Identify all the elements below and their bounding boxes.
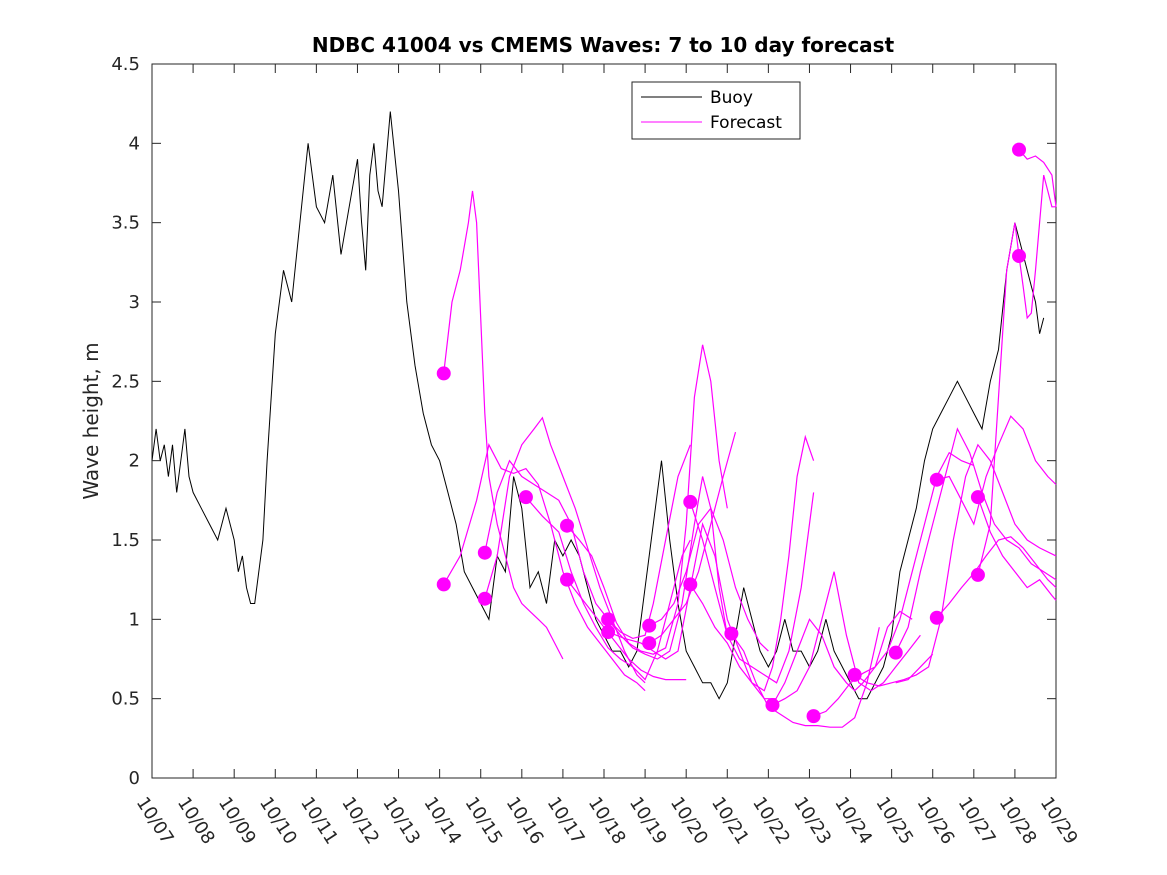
forecast-series-line-25 <box>1018 149 1057 207</box>
forecast-start-marker <box>436 366 451 381</box>
forecast-series-line-16 <box>772 571 921 706</box>
forecast-start-marker <box>683 494 698 509</box>
y-tick-label: 1 <box>129 609 140 630</box>
forecast-series-line-19 <box>895 427 1057 653</box>
y-tick-label: 2 <box>129 451 140 472</box>
y-tick-label: 1.5 <box>111 530 140 551</box>
forecast-series-line-10 <box>648 507 769 652</box>
forecast-start-marker <box>560 572 575 587</box>
forecast-series-line-7 <box>566 579 687 681</box>
forecast-series-line-17 <box>813 451 975 717</box>
forecast-series-line-12 <box>689 492 815 684</box>
forecast-series-line-13 <box>689 434 815 692</box>
forecast-series-line-14 <box>730 627 880 728</box>
forecast-start-marker <box>601 625 616 640</box>
forecast-start-marker <box>518 490 533 505</box>
forecast-series-line-4 <box>484 444 691 640</box>
forecast-start-marker <box>683 577 698 592</box>
legend-buoy-label: Buoy <box>710 88 753 108</box>
legend-box <box>631 81 801 140</box>
forecast-start-marker <box>477 591 492 606</box>
forecast-start-marker <box>929 610 944 625</box>
forecast-start-marker <box>970 567 985 582</box>
forecast-series-line-1 <box>443 190 564 660</box>
series-layer <box>151 111 1057 728</box>
forecast-start-marker <box>765 698 780 713</box>
forecast-start-marker <box>642 618 657 633</box>
forecast-series-line-20 <box>895 653 934 684</box>
forecast-series-line-8 <box>607 476 728 660</box>
y-tick-label: 3 <box>129 292 140 313</box>
forecast-start-marker <box>642 636 657 651</box>
forecast-start-marker <box>1012 142 1027 157</box>
y-tick-label: 0 <box>129 768 140 789</box>
legend[interactable]: Buoy Forecast <box>631 81 801 140</box>
forecast-start-marker <box>806 709 821 724</box>
y-tick-label: 0.5 <box>111 689 140 710</box>
y-tick-label: 4.5 <box>111 54 140 75</box>
forecast-series-line-15 <box>771 610 913 706</box>
forecast-start-marker <box>477 545 492 560</box>
plot-area <box>151 63 1057 779</box>
forecast-start-marker <box>888 645 903 660</box>
forecast-start-marker <box>724 626 739 641</box>
forecast-start-marker <box>1012 248 1027 263</box>
y-axis-label: Wave height, m <box>79 342 103 499</box>
chart-title: NDBC 41004 vs CMEMS Waves: 7 to 10 day f… <box>312 33 895 57</box>
y-tick-label: 4 <box>129 133 140 154</box>
forecast-series-line-18 <box>854 443 1057 687</box>
forecast-series-line-24 <box>977 174 1056 576</box>
y-tick-label: 2.5 <box>111 371 140 392</box>
y-tick-label: 3.5 <box>111 213 140 234</box>
forecast-series-line-22 <box>936 536 1057 619</box>
forecast-start-marker <box>436 577 451 592</box>
forecast-series-line-23 <box>977 496 1057 601</box>
forecast-start-marker <box>929 472 944 487</box>
forecast-start-marker <box>601 612 616 627</box>
forecast-start-marker <box>847 667 862 682</box>
forecast-series-line-6 <box>566 344 728 655</box>
forecast-marker-layer <box>436 142 1027 724</box>
forecast-series-line-21 <box>936 415 1057 526</box>
forecast-start-marker <box>560 518 575 533</box>
legend-forecast-label: Forecast <box>710 113 782 133</box>
forecast-start-marker <box>970 490 985 505</box>
